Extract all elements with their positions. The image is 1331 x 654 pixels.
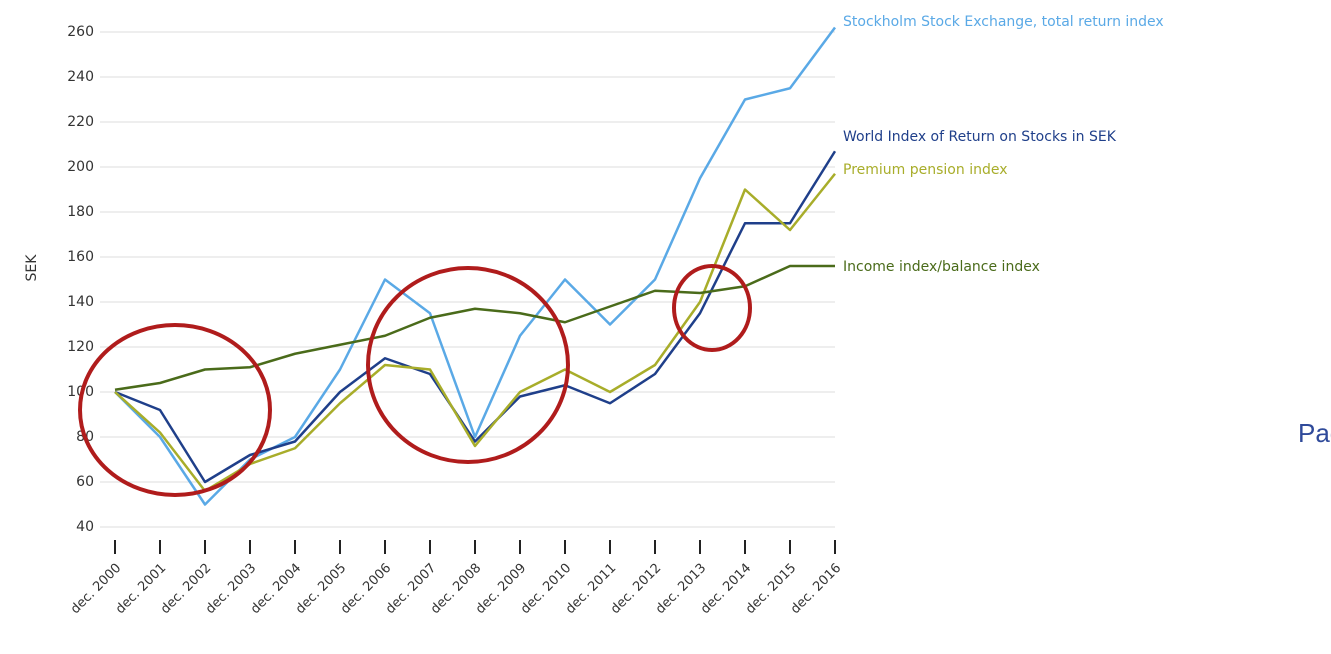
series-label: Income index/balance index [843,259,1040,275]
y-tick-label: 140 [67,294,94,310]
highlight-circle [672,264,752,352]
y-tick-label: 220 [67,114,94,130]
series-line [114,172,836,493]
series-label: World Index of Return on Stocks in SEK [843,129,1117,145]
y-tick-label: 240 [67,69,94,85]
y-axis-label: SEK [24,254,40,282]
y-tick-label: 40 [76,519,94,535]
series-label: Stockholm Stock Exchange, total return i… [843,14,1164,30]
y-tick-label: 60 [76,474,94,490]
y-tick-label: 180 [67,204,94,220]
y-tick-label: 160 [67,249,94,265]
series-label: Premium pension index [843,162,1008,178]
y-tick-label: 120 [67,339,94,355]
series-line [114,264,835,391]
y-tick-label: 200 [67,159,94,175]
y-tick-label: 260 [67,24,94,40]
series-line [114,150,837,484]
series-line [114,26,837,506]
highlight-circle [366,266,570,464]
annotation: Pag [1298,418,1331,448]
highlight-circle [78,323,272,497]
